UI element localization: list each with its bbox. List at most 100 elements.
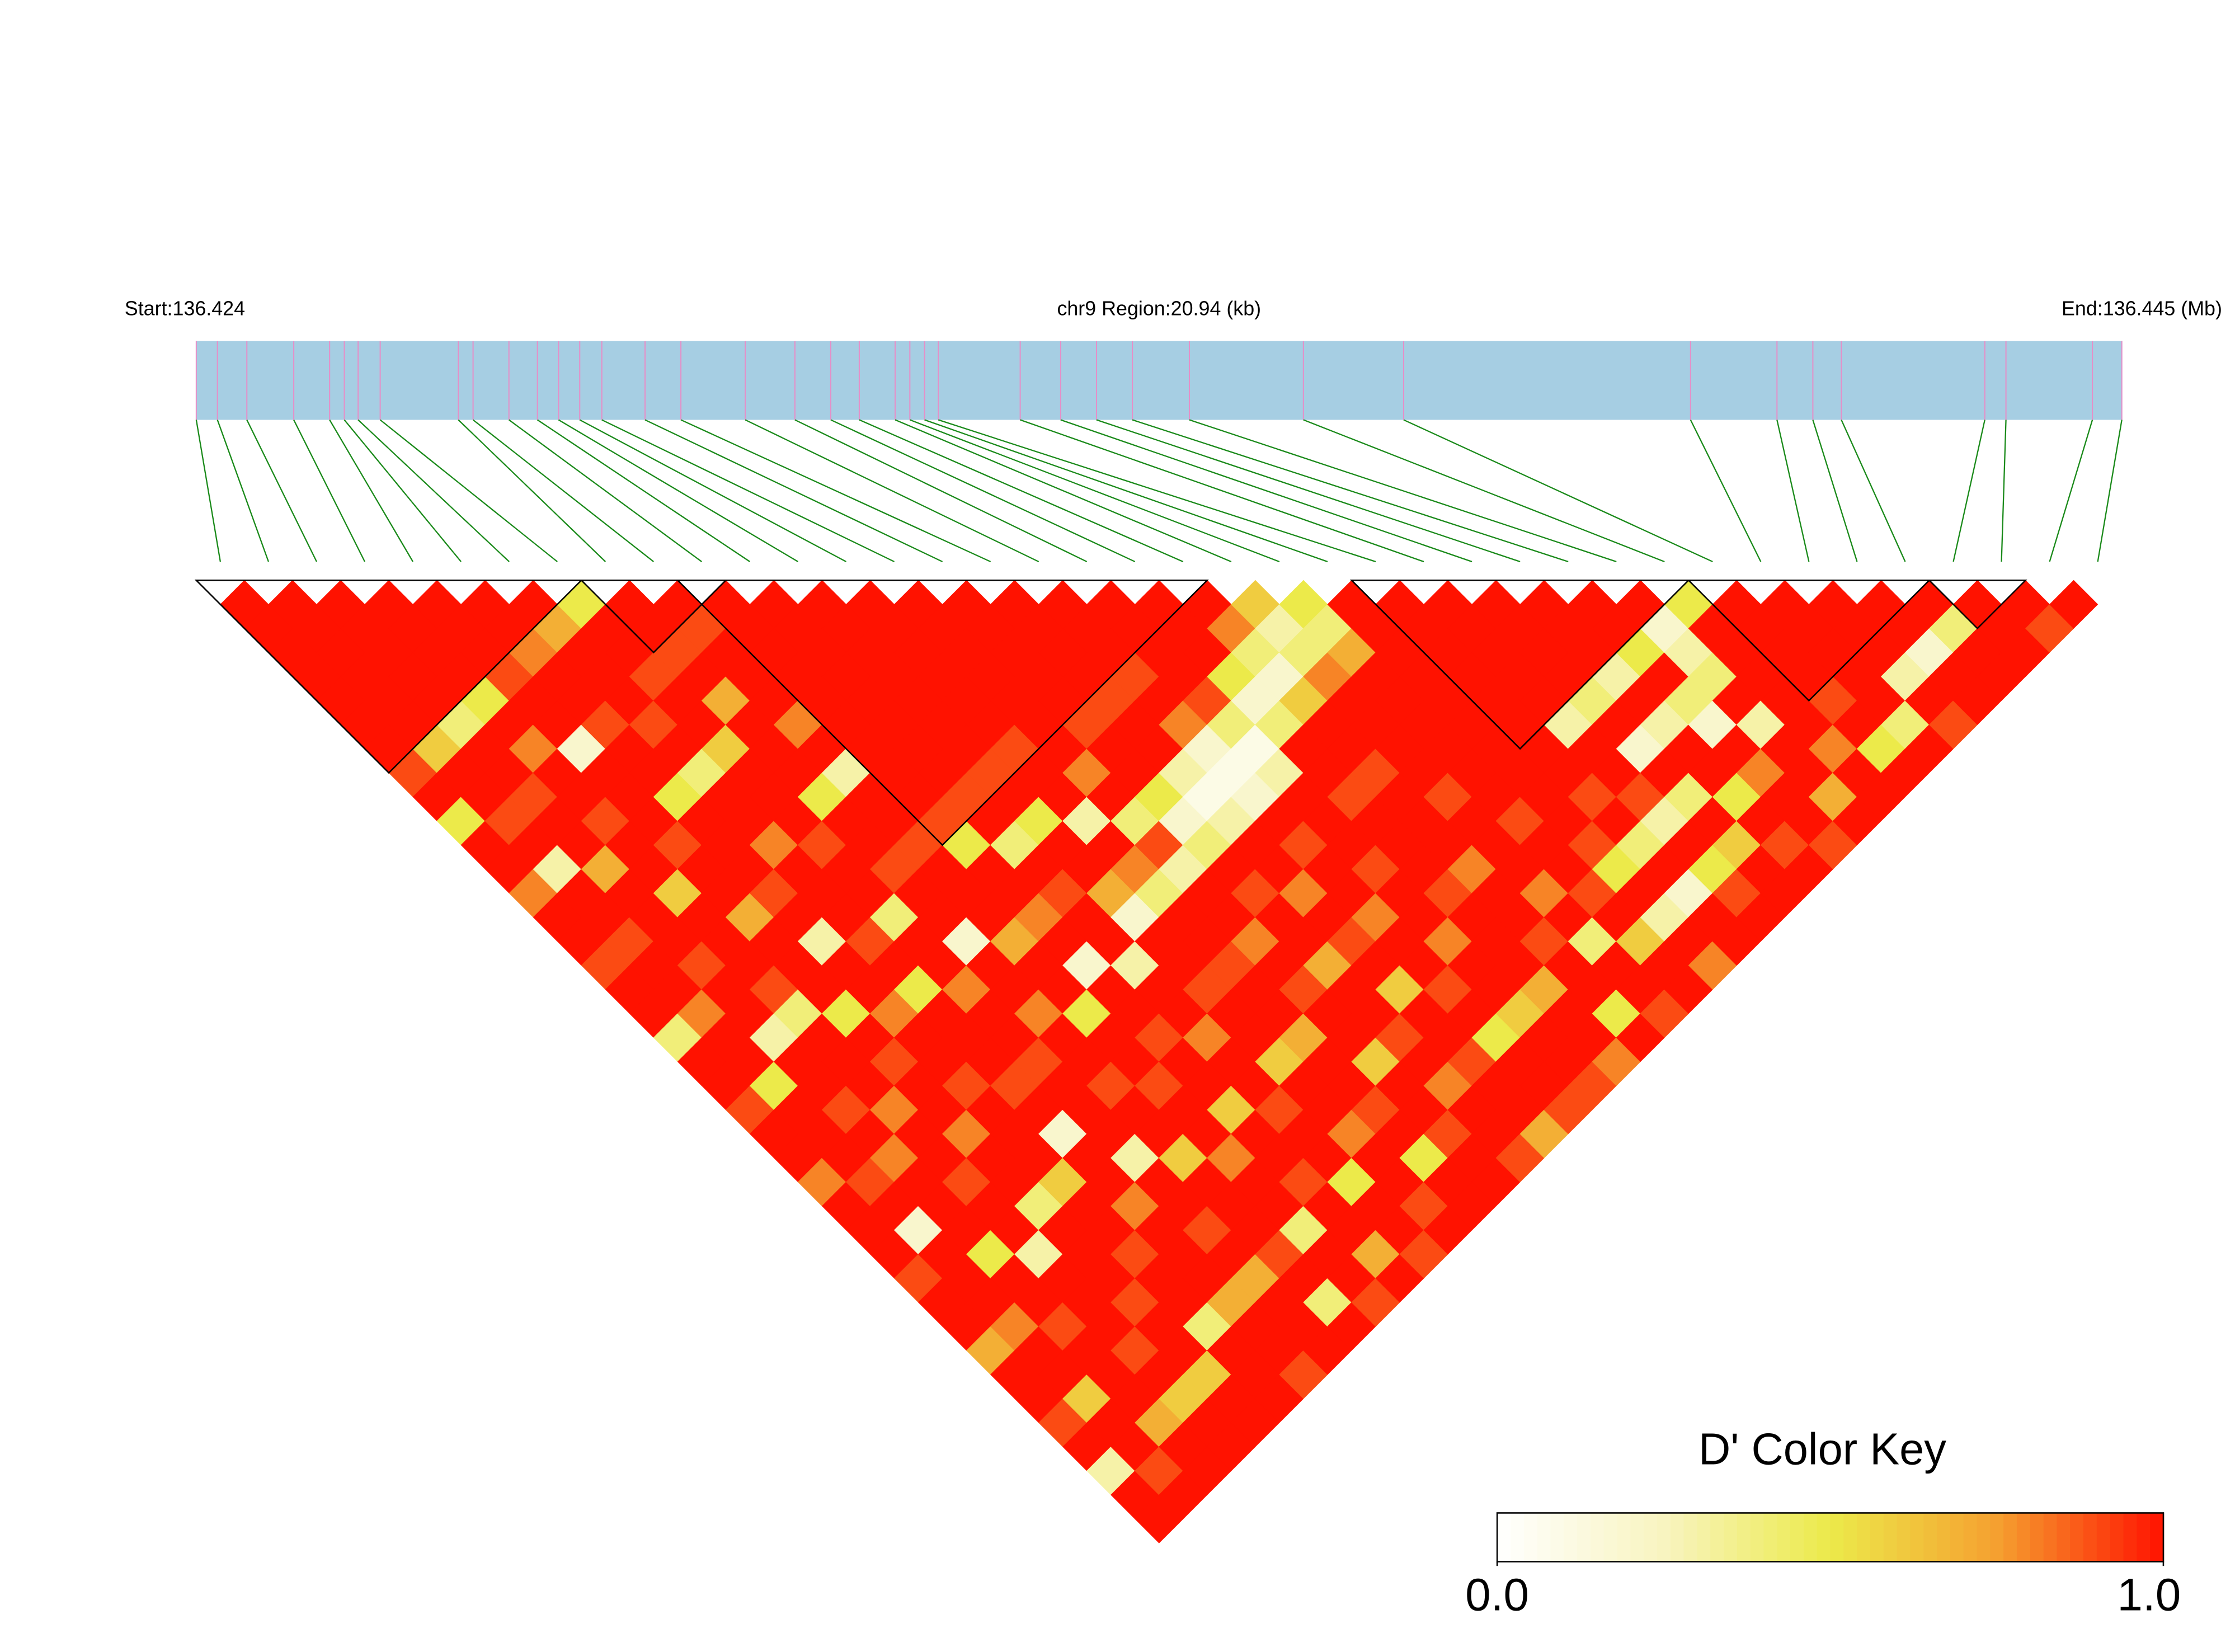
end-label: End:136.445 (Mb) [2062,298,2222,320]
snp-connector [794,419,1088,563]
color-key-swatch [1590,1513,1605,1562]
snp-connector [1690,419,1762,562]
snp-connector [472,419,654,562]
color-key-swatch [1937,1513,1951,1562]
color-key-swatch [1803,1513,1818,1562]
color-key-swatch [1657,1513,1672,1562]
snp-connector [1132,419,1569,563]
snp-connector [217,420,269,562]
color-key-swatch [1790,1513,1805,1562]
snp-connector [329,419,414,562]
snp-connector [745,419,1039,563]
color-key-swatch [1537,1513,1551,1562]
region-label: chr9 Region:20.94 (kb) [1057,298,1261,320]
snp-connector [246,419,317,562]
color-key-swatch [1724,1513,1738,1562]
color-key-swatch [2083,1513,2098,1562]
color-key-swatch [1603,1513,1618,1562]
color-key-swatch [1550,1513,1565,1562]
color-key-swatch [1763,1513,1778,1562]
ld-block [676,580,1209,846]
color-key-swatch [2110,1513,2124,1562]
snp-connector [938,419,1376,563]
color-key-swatch [1737,1513,1751,1562]
color-key-swatch [2016,1513,2031,1562]
region-bar [196,341,2122,420]
ld-block [1927,580,2027,630]
color-key-swatch [1564,1513,1578,1562]
color-key-swatch [1977,1513,1991,1562]
ld-block [1687,580,1931,702]
color-key-swatch [1990,1513,2005,1562]
snp-connector [859,419,1184,563]
snp-connector [1060,419,1472,563]
color-key-swatch [1883,1513,1898,1562]
snp-connector [558,419,799,563]
snp-connector [2001,420,2007,562]
color-key-swatch [1843,1513,1858,1562]
color-key-swatch [2137,1513,2151,1562]
snp-connector [458,419,606,562]
color-key-swatch [1630,1513,1645,1562]
snp-connector [1841,420,1906,562]
snp-connector [680,419,991,563]
snp-connector [1096,419,1521,563]
snp-connector [293,419,366,562]
color-key-swatch [1897,1513,1911,1562]
snp-connector [1020,419,1424,563]
color-key-swatch [1697,1513,1711,1562]
color-key-swatch [1644,1513,1658,1562]
snp-connector [537,419,751,562]
color-key-swatch [1617,1513,1631,1562]
color-key-swatch [2070,1513,2085,1562]
color-key-swatch [1963,1513,1978,1562]
color-key-swatch [1870,1513,1885,1562]
color-key-swatch [1950,1513,1964,1562]
color-key-swatch [2057,1513,2071,1562]
color-key-swatch [1523,1513,1538,1562]
snp-connector [579,419,847,563]
color-key-swatch [2003,1513,2018,1562]
snp-connector [909,419,1280,563]
snp-connector [924,419,1328,563]
snp-connector [1303,419,1665,563]
snp-connector [601,419,895,563]
ld-block [194,580,584,774]
snp-connector [1812,420,1858,562]
color-key-swatch [1910,1513,1925,1562]
snp-connector [344,419,462,562]
snp-connector [1189,419,1617,563]
color-key-swatch [2096,1513,2111,1562]
snp-connector [357,419,510,562]
color-key-swatch [1670,1513,1685,1562]
color-key-swatch [1830,1513,1845,1562]
color-key-swatch [1923,1513,1938,1562]
snp-connector [1952,420,1985,562]
color-key-swatch [2150,1513,2165,1562]
ld-block [580,580,728,654]
color-key-label: 0.0 [1465,1570,1529,1621]
color-key-swatch [2030,1513,2044,1562]
snp-connector [830,419,1136,563]
snp-connector [895,419,1232,563]
start-label: Start:136.424 [125,298,245,320]
color-key-title: D' Color Key [1698,1424,1946,1474]
color-key-swatch [1777,1513,1791,1562]
color-key-swatch [1683,1513,1698,1562]
snp-connector [195,420,222,562]
color-key-swatch [1510,1513,1525,1562]
snp-connector [379,419,558,562]
color-key-swatch [1750,1513,1765,1562]
snp-connector [2049,420,2093,562]
ld-block [1349,580,1691,750]
color-key-swatch [1817,1513,1831,1562]
snp-connector [1403,419,1713,563]
snp-connector [1776,420,1810,562]
color-key-frame [1496,1512,2165,1562]
color-key-swatch [2123,1513,2138,1562]
color-key-swatch [1710,1513,1725,1562]
color-key-swatch [1577,1513,1592,1562]
color-key-label: 1.0 [2117,1570,2181,1621]
